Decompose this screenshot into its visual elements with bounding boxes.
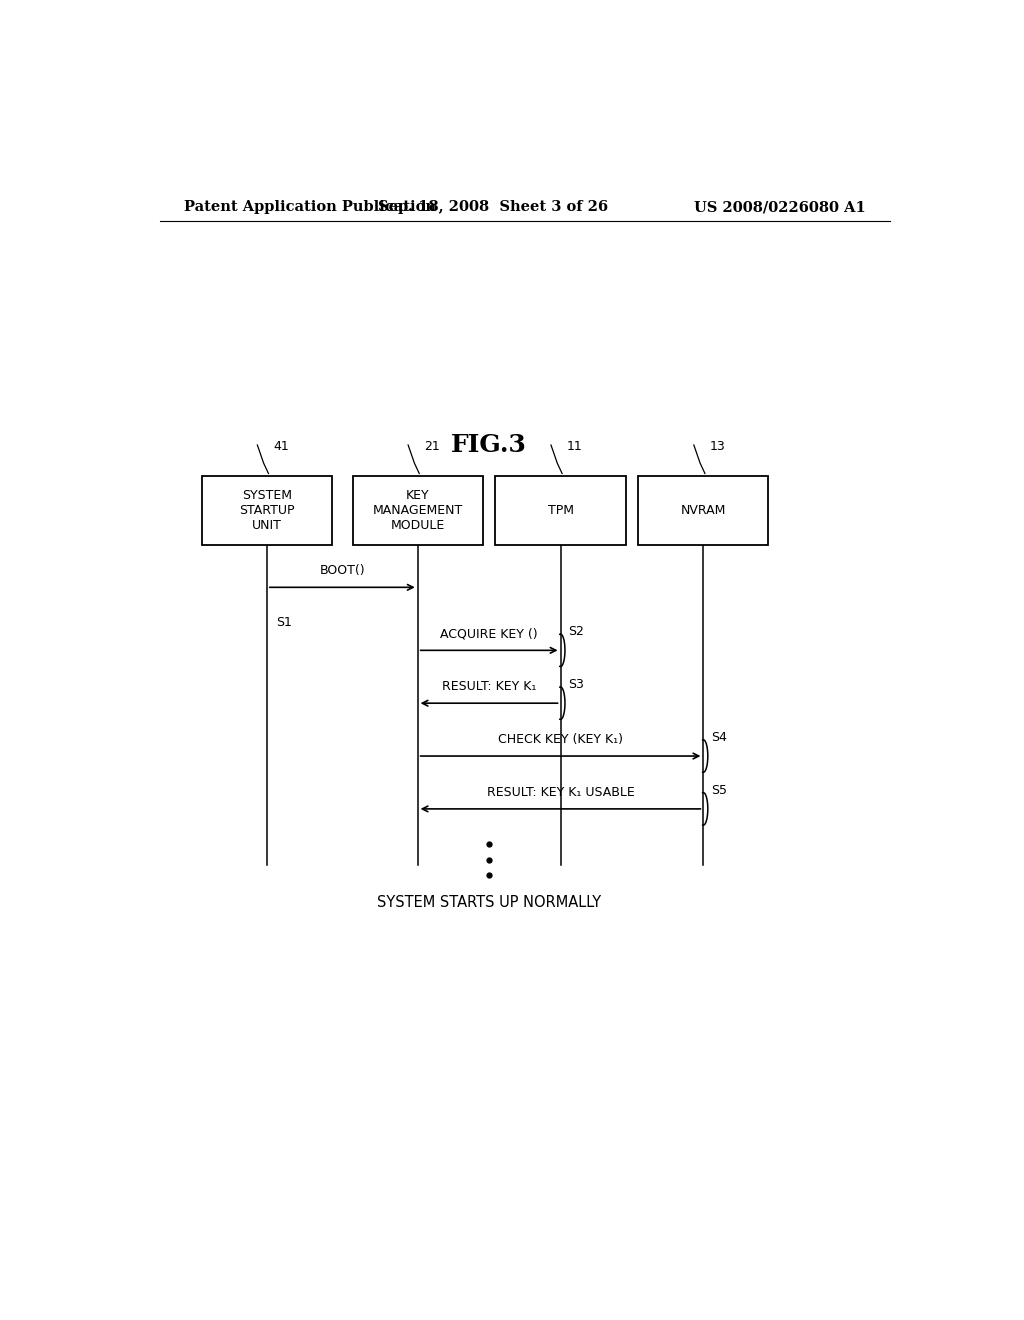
Text: TPM: TPM	[548, 503, 573, 516]
Text: RESULT: KEY K₁: RESULT: KEY K₁	[442, 680, 537, 693]
Text: BOOT(): BOOT()	[319, 564, 366, 577]
Text: 21: 21	[424, 440, 439, 453]
Text: RESULT: KEY K₁ USABLE: RESULT: KEY K₁ USABLE	[486, 785, 635, 799]
Text: S5: S5	[712, 784, 727, 797]
Text: Patent Application Publication: Patent Application Publication	[183, 201, 435, 214]
Text: US 2008/0226080 A1: US 2008/0226080 A1	[694, 201, 866, 214]
Text: FIG.3: FIG.3	[452, 433, 527, 457]
Text: SYSTEM STARTS UP NORMALLY: SYSTEM STARTS UP NORMALLY	[377, 895, 601, 909]
Text: S1: S1	[276, 616, 292, 628]
Text: S3: S3	[568, 678, 585, 690]
Text: CHECK KEY (KEY K₁): CHECK KEY (KEY K₁)	[498, 733, 623, 746]
Text: 41: 41	[273, 440, 289, 453]
Text: S4: S4	[712, 731, 727, 744]
Text: Sep. 18, 2008  Sheet 3 of 26: Sep. 18, 2008 Sheet 3 of 26	[378, 201, 608, 214]
Text: NVRAM: NVRAM	[681, 503, 726, 516]
Bar	[352, 475, 482, 545]
Text: SYSTEM
STARTUP
UNIT: SYSTEM STARTUP UNIT	[240, 488, 295, 532]
Bar	[638, 475, 768, 545]
Text: 11: 11	[567, 440, 583, 453]
Text: KEY
MANAGEMENT
MODULE: KEY MANAGEMENT MODULE	[373, 488, 463, 532]
Text: 13: 13	[710, 440, 725, 453]
Text: S2: S2	[568, 626, 585, 638]
Bar	[496, 475, 626, 545]
Text: ACQUIRE KEY (): ACQUIRE KEY ()	[440, 627, 538, 640]
Bar	[202, 475, 332, 545]
